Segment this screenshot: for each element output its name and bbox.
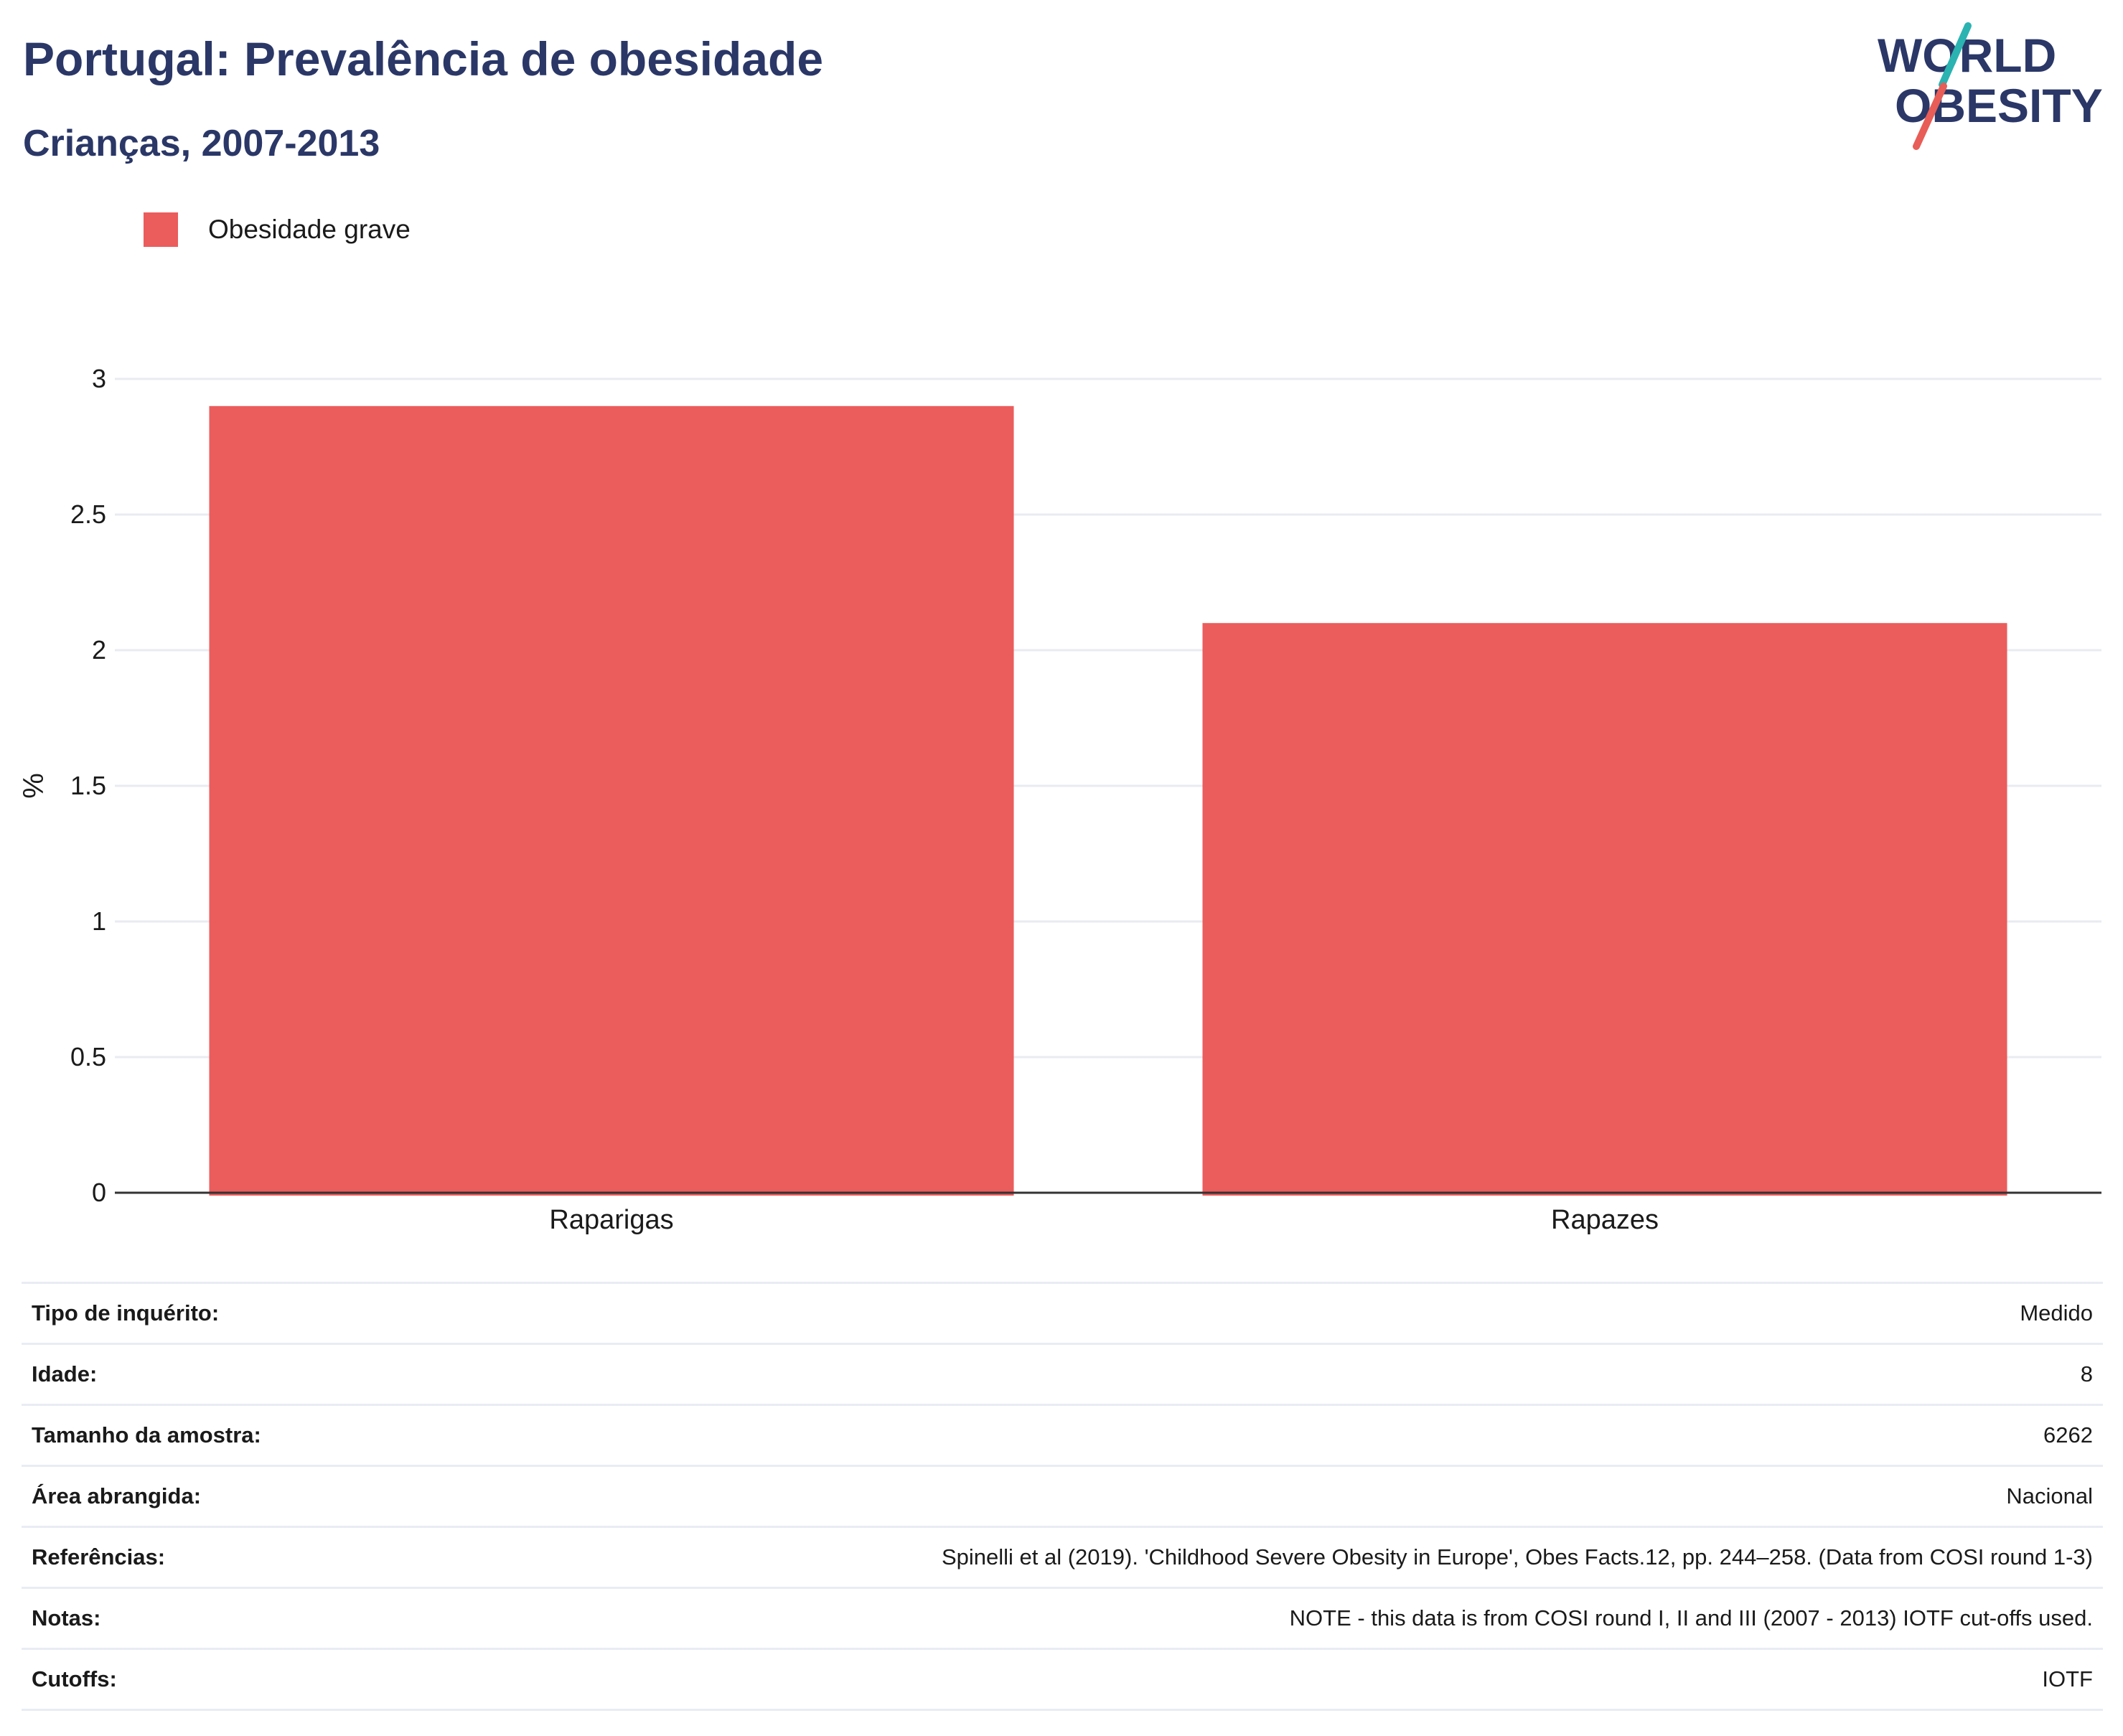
y-tick-label: 1 — [92, 906, 106, 936]
legend: Obesidade grave — [144, 212, 411, 247]
metadata-key: Notas: — [22, 1587, 388, 1650]
world-obesity-logo: WORLD OBESITY — [1878, 22, 2103, 150]
metadata-key: Cutoffs: — [22, 1648, 388, 1711]
bar — [209, 405, 1014, 1196]
legend-swatch — [144, 212, 178, 247]
metadata-value: 6262 — [387, 1404, 2103, 1467]
bar — [1202, 623, 2007, 1196]
metadata-key: Tamanho da amostra: — [22, 1404, 388, 1467]
metadata-key: Idade: — [22, 1343, 388, 1406]
metadata-row: Cutoffs: IOTF — [22, 1648, 2103, 1711]
metadata-value: 8 — [387, 1343, 2103, 1406]
metadata-row: Área abrangida: Nacional — [22, 1465, 2103, 1528]
bar-chart: 0 0.5 1 1.5 2 2.5 3 Raparigas Rapazes% — [18, 364, 2101, 1235]
x-tick-label: Raparigas — [549, 1205, 673, 1235]
metadata-value: IOTF — [387, 1648, 2103, 1711]
metadata-key: Referências: — [22, 1526, 388, 1589]
metadata-value: Spinelli et al (2019). 'Childhood Severe… — [387, 1526, 2103, 1589]
metadata-row: Tamanho da amostra: 6262 — [22, 1404, 2103, 1467]
metadata-value: NOTE - this data is from COSI round I, I… — [387, 1587, 2103, 1650]
y-tick-label: 1.5 — [70, 771, 106, 800]
metadata-table: Tipo de inquérito: Medido Idade: 8 Tamanho d… — [22, 1282, 2103, 1711]
metadata-row: Tipo de inquérito: Medido — [22, 1282, 2103, 1345]
metadata-row: Notas: NOTE - this data is from COSI roun… — [22, 1587, 2103, 1650]
x-tick-label: Rapazes — [1551, 1205, 1659, 1235]
chart-title: Portugal: Prevalência de obesidade — [23, 32, 824, 85]
logo-line1: WORLD — [1878, 29, 2056, 82]
chart-subtitle: Crianças, 2007-2013 — [23, 123, 380, 164]
metadata-key: Tipo de inquérito: — [22, 1282, 388, 1345]
y-tick-label: 0 — [92, 1178, 106, 1207]
y-axis-label: % — [18, 773, 50, 799]
metadata-row: Idade: 8 — [22, 1343, 2103, 1406]
logo-slash-teal — [1939, 22, 1972, 88]
y-tick-label: 3 — [92, 364, 106, 393]
legend-label: Obesidade grave — [208, 215, 411, 244]
metadata-value: Nacional — [387, 1465, 2103, 1528]
metadata-key: Área abrangida: — [22, 1465, 388, 1528]
metadata-value: Medido — [387, 1282, 2103, 1345]
y-tick-label: 0.5 — [70, 1042, 106, 1071]
logo-slash-coral — [1913, 83, 1947, 150]
metadata-row: Referências: Spinelli et al (2019). 'Chil… — [22, 1526, 2103, 1589]
y-tick-label: 2.5 — [70, 499, 106, 529]
y-tick-label: 2 — [92, 635, 106, 665]
